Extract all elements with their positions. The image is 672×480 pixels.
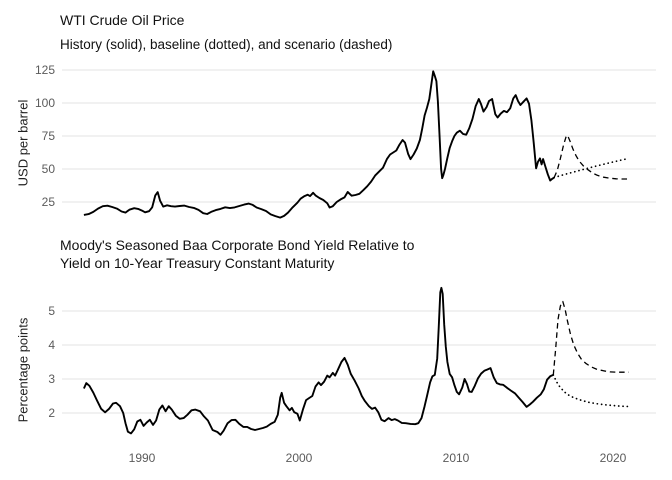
- y-tick-label: 4: [48, 338, 55, 352]
- y-tick-label: 2: [48, 406, 55, 420]
- baa-treasury-spread-baseline-line: [552, 374, 630, 408]
- chart1-title: WTI Crude Oil Price: [60, 12, 185, 28]
- chart2-title-line1: Moody's Seasoned Baa Corporate Bond Yiel…: [60, 237, 415, 253]
- y-tick-label: 50: [42, 162, 56, 176]
- baa-treasury-spread-history-line: [83, 286, 554, 436]
- chart2-y-axis-title: Percentage points: [15, 317, 31, 423]
- x-tick-label: 2000: [286, 451, 313, 465]
- wti-crude-oil-price-baseline-line: [553, 157, 630, 179]
- x-tick-label: 2010: [443, 451, 470, 465]
- chart1-subtitle: History (solid), baseline (dotted), and …: [60, 37, 393, 52]
- y-tick-label: 75: [42, 129, 56, 143]
- baa-treasury-spread-panel: 2 3 4 5 1990 2000 2010 2020: [48, 286, 656, 465]
- y-tick-label: 3: [48, 372, 55, 386]
- wti-crude-oil-price-history-line: [83, 70, 555, 219]
- wti-crude-oil-price-panel: 25 50 75 100 125: [35, 63, 656, 219]
- wti-crude-oil-price-scenario-line: [553, 134, 629, 180]
- chart2-title-line2: Yield on 10-Year Treasury Constant Matur…: [60, 255, 335, 271]
- x-tick-label: 2020: [600, 451, 627, 465]
- x-tick-label: 1990: [129, 451, 156, 465]
- y-tick-label: 100: [35, 96, 55, 110]
- y-tick-label: 25: [42, 195, 56, 209]
- chart1-y-axis-title: USD per barrel: [15, 99, 31, 187]
- y-tick-label: 5: [48, 304, 55, 318]
- baa-treasury-spread-scenario-line: [552, 300, 629, 375]
- y-tick-label: 125: [35, 63, 55, 77]
